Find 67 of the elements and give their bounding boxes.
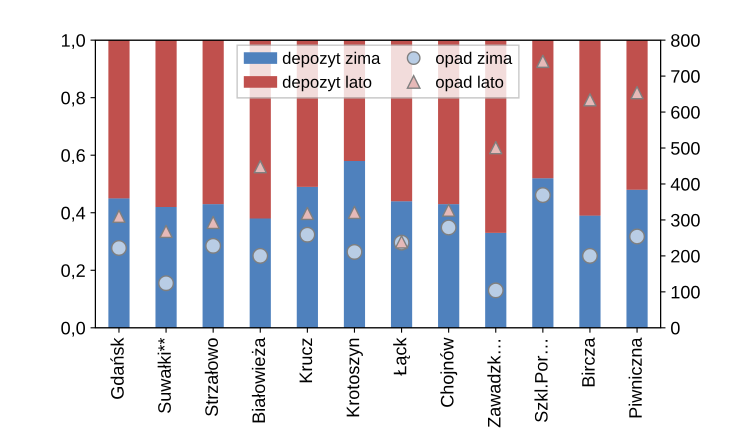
x-tick-label: Białowieża	[252, 338, 266, 422]
y2-tick-label: 100	[672, 286, 700, 299]
y2-tick-label: 0	[671, 322, 680, 335]
bar	[579, 216, 601, 328]
bar	[626, 190, 648, 328]
point	[110, 240, 127, 256]
bar	[296, 186, 318, 328]
y-tick-label: 1,0	[62, 34, 85, 49]
bar	[155, 40, 177, 207]
y-tick-label: 0,0	[61, 322, 85, 337]
x-tick-label: Łąck	[393, 338, 410, 376]
x-tick-label: Szkl.Por…	[534, 340, 548, 422]
bar	[108, 40, 130, 198]
point	[206, 216, 220, 230]
point	[536, 54, 550, 68]
y2-tick-label: 700	[671, 70, 700, 83]
y2-tick-label: 400	[670, 178, 700, 191]
x-tick-label: Suwałki**	[158, 338, 171, 413]
bar	[250, 218, 271, 328]
y-tick-label: 0,2	[61, 264, 85, 280]
bar	[626, 40, 648, 190]
bar	[532, 178, 554, 328]
bar	[390, 201, 412, 328]
bar	[485, 232, 506, 328]
legend-label: depozyt zima	[282, 52, 380, 68]
legend-label: depozyt lato	[282, 76, 372, 92]
point	[534, 187, 551, 204]
point	[158, 275, 174, 292]
point	[583, 93, 597, 107]
point	[252, 248, 268, 264]
point	[348, 206, 362, 220]
point	[582, 248, 598, 264]
bar	[344, 160, 366, 328]
point	[112, 210, 126, 224]
y2-tick-label: 300	[671, 214, 700, 227]
x-tick-label: Zawadzk…	[487, 340, 501, 428]
point	[299, 226, 316, 243]
point	[489, 140, 502, 154]
x-tick-label: Gdańsk	[110, 338, 124, 399]
x-tick-label: Piwniczna	[628, 338, 642, 418]
legend-label: opad zima	[436, 52, 512, 68]
y-tick-label: 0,8	[61, 92, 85, 107]
point	[442, 204, 456, 217]
point	[300, 206, 314, 220]
y-tick-label: 0,4	[61, 206, 86, 222]
y2-tick-label: 600	[671, 106, 700, 119]
point	[205, 238, 222, 254]
x-tick-label: Chojnów	[440, 337, 458, 407]
x-tick-label: Bircza	[582, 338, 595, 386]
point	[488, 282, 504, 298]
bar	[579, 40, 601, 216]
point	[440, 220, 457, 236]
y2-tick-label: 800	[671, 34, 700, 47]
legend-label: opad lato	[436, 76, 504, 92]
point	[159, 224, 173, 238]
point	[346, 244, 362, 260]
y2-tick-label: 500	[671, 142, 700, 155]
bar	[202, 40, 224, 204]
bar	[532, 40, 554, 178]
x-tick-label: Strzałowo	[204, 338, 218, 416]
x-tick-label: Krucz	[300, 338, 312, 382]
x-tick-label: Krotoszyn	[346, 338, 363, 416]
y2-tick-label: 200	[671, 250, 700, 263]
y-tick-label: 0,6	[61, 149, 85, 164]
point	[629, 228, 646, 244]
point	[630, 86, 644, 100]
point	[254, 160, 267, 174]
